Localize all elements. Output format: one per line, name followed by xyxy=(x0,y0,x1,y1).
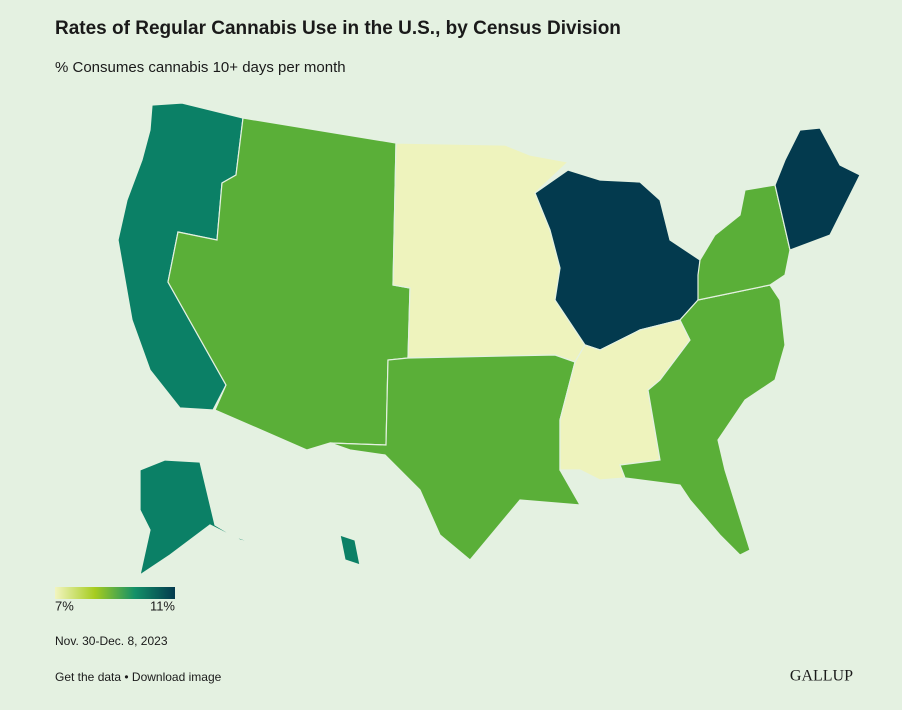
region xyxy=(619,284,786,556)
region xyxy=(774,127,861,251)
legend-min-label: 7% xyxy=(55,598,74,613)
title: Rates of Regular Cannabis Use in the U.S… xyxy=(55,18,621,39)
legend-scale xyxy=(55,587,175,599)
subtitle: % Consumes cannabis 10+ days per month xyxy=(55,59,346,76)
date-note: Nov. 30-Dec. 8, 2023 xyxy=(55,634,168,648)
legend-max-label: 11% xyxy=(150,598,175,613)
brand: GALLUP xyxy=(790,668,853,685)
map xyxy=(117,102,861,577)
footer-links[interactable]: Get the data • Download image xyxy=(55,670,222,684)
region xyxy=(139,459,261,577)
region xyxy=(339,534,361,566)
